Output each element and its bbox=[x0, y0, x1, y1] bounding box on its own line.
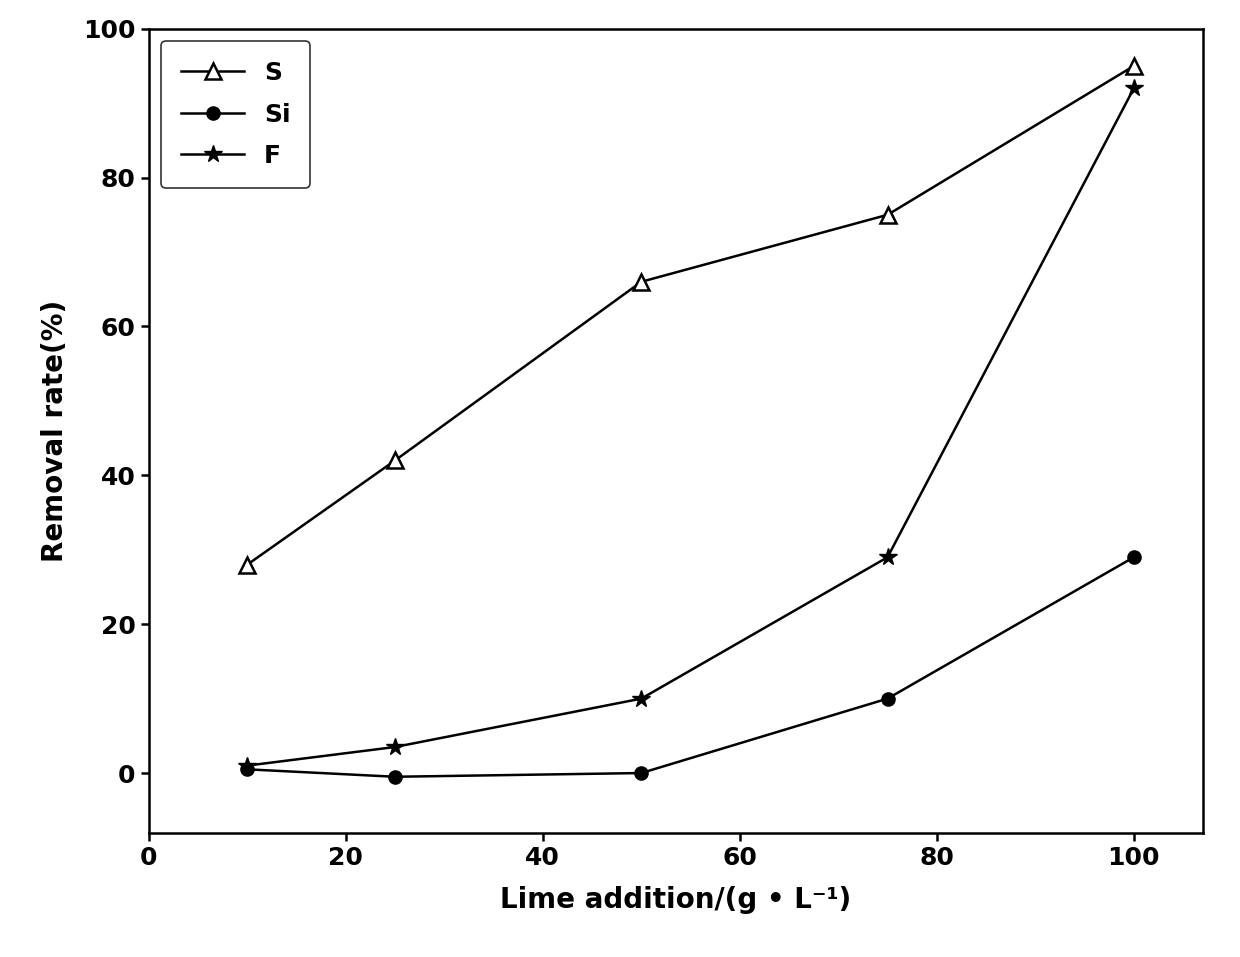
Line: Si: Si bbox=[241, 551, 1140, 783]
Legend: S, Si, F: S, Si, F bbox=[161, 41, 310, 189]
S bbox=[239, 559, 254, 570]
F bbox=[239, 760, 254, 771]
Si bbox=[880, 693, 895, 704]
S bbox=[880, 209, 895, 220]
F bbox=[1126, 82, 1141, 94]
Line: S: S bbox=[239, 58, 1142, 572]
S bbox=[388, 455, 403, 466]
Si bbox=[1126, 551, 1141, 563]
F bbox=[880, 551, 895, 563]
S bbox=[1126, 60, 1141, 72]
Line: F: F bbox=[238, 79, 1143, 774]
S bbox=[634, 276, 649, 287]
Y-axis label: Removal rate(%): Removal rate(%) bbox=[41, 300, 69, 562]
F bbox=[634, 693, 649, 704]
X-axis label: Lime addition/(g • L⁻¹): Lime addition/(g • L⁻¹) bbox=[500, 886, 852, 915]
Si bbox=[388, 771, 403, 783]
Si bbox=[239, 764, 254, 775]
F bbox=[388, 742, 403, 753]
Si bbox=[634, 768, 649, 779]
